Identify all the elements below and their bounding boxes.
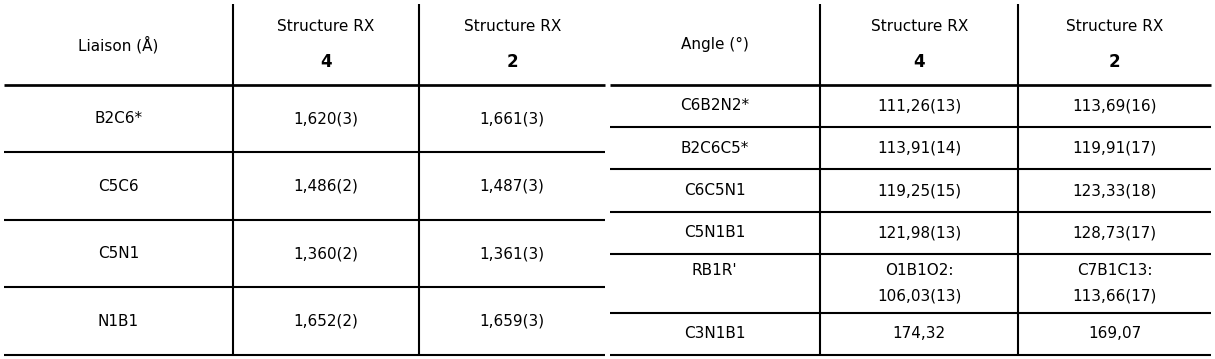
Text: 1,360(2): 1,360(2)	[293, 246, 358, 261]
Text: C6C5N1: C6C5N1	[684, 183, 746, 198]
Text: B2C6*: B2C6*	[95, 111, 142, 126]
Text: 4: 4	[914, 53, 925, 71]
Text: C5N1: C5N1	[97, 246, 139, 261]
Text: C6B2N2*: C6B2N2*	[680, 98, 750, 113]
Text: 169,07: 169,07	[1087, 326, 1141, 341]
Text: Structure RX: Structure RX	[464, 19, 561, 34]
Text: 123,33(18): 123,33(18)	[1073, 183, 1157, 198]
Text: 1,620(3): 1,620(3)	[293, 111, 358, 126]
Text: RB1R': RB1R'	[693, 263, 738, 278]
Text: 1,487(3): 1,487(3)	[480, 178, 544, 194]
Text: 121,98(13): 121,98(13)	[877, 225, 961, 240]
Text: 1,652(2): 1,652(2)	[293, 313, 358, 328]
Text: C5N1B1: C5N1B1	[684, 225, 746, 240]
Text: C3N1B1: C3N1B1	[684, 326, 746, 341]
Text: Structure RX: Structure RX	[277, 19, 374, 34]
Text: 174,32: 174,32	[893, 326, 945, 341]
Text: N1B1: N1B1	[98, 313, 139, 328]
Text: 1,659(3): 1,659(3)	[480, 313, 544, 328]
Text: 2: 2	[507, 53, 518, 71]
Text: 113,69(16): 113,69(16)	[1073, 98, 1157, 113]
Text: C5C6: C5C6	[98, 178, 139, 194]
Text: 111,26(13): 111,26(13)	[877, 98, 961, 113]
Text: O1B1O2:: O1B1O2:	[885, 263, 954, 278]
Text: B2C6C5*: B2C6C5*	[680, 141, 748, 156]
Text: C7B1C13:: C7B1C13:	[1076, 263, 1152, 278]
Text: 128,73(17): 128,73(17)	[1073, 225, 1157, 240]
Text: 113,91(14): 113,91(14)	[877, 141, 961, 156]
Text: 106,03(13): 106,03(13)	[877, 289, 961, 304]
Text: 113,66(17): 113,66(17)	[1073, 289, 1157, 304]
Text: 2: 2	[1109, 53, 1120, 71]
Text: Liaison (Å): Liaison (Å)	[78, 36, 159, 53]
Text: Structure RX: Structure RX	[870, 19, 968, 34]
Text: 119,91(17): 119,91(17)	[1073, 141, 1157, 156]
Text: 4: 4	[320, 53, 332, 71]
Text: 1,486(2): 1,486(2)	[293, 178, 358, 194]
Text: Angle (°): Angle (°)	[680, 37, 748, 52]
Text: 1,361(3): 1,361(3)	[480, 246, 544, 261]
Text: 119,25(15): 119,25(15)	[877, 183, 961, 198]
Text: 1,661(3): 1,661(3)	[480, 111, 544, 126]
Text: Structure RX: Structure RX	[1066, 19, 1163, 34]
